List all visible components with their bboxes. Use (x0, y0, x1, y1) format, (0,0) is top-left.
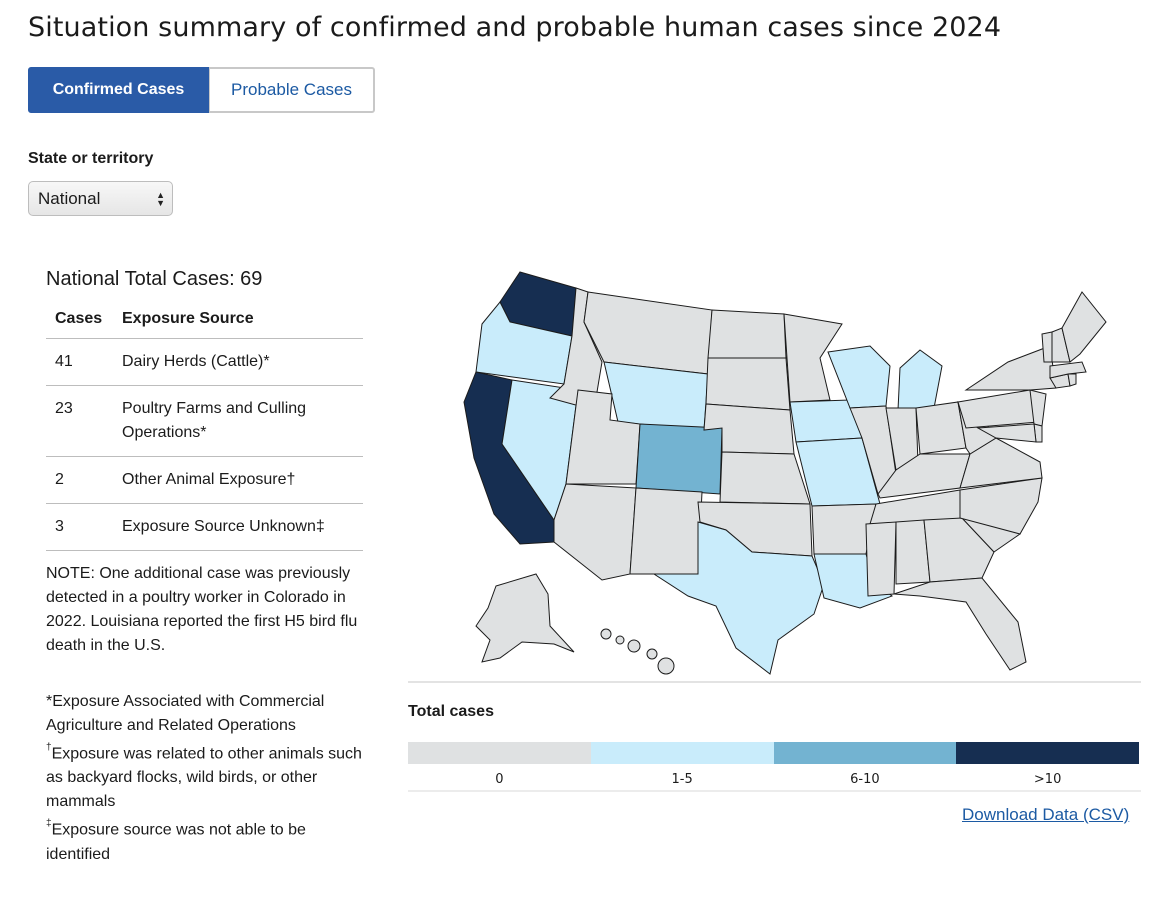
cell-source: Poultry Farms and Culling Operations* (113, 385, 363, 457)
state-az[interactable] (553, 483, 637, 581)
state-mt[interactable] (583, 291, 713, 375)
state-pa[interactable] (957, 389, 1039, 429)
download-csv-link[interactable]: Download Data (CSV) (962, 805, 1130, 824)
state-hi[interactable] (627, 639, 641, 653)
exposure-table: Cases Exposure Source 41 Dairy Herds (Ca… (46, 298, 363, 551)
state-nd[interactable] (707, 309, 787, 359)
footnote-dagger-text: Exposure was related to other animals su… (46, 745, 362, 811)
us-cases-map (463, 271, 1107, 675)
table-header-row: Cases Exposure Source (46, 298, 363, 339)
table-row: 3 Exposure Source Unknown‡ (46, 503, 363, 551)
legend-title: Total cases (408, 703, 494, 720)
state-mi[interactable] (897, 349, 943, 411)
legend-label: 1-5 (671, 772, 693, 787)
state-tx[interactable] (652, 521, 825, 675)
state-wi[interactable] (827, 345, 891, 409)
state-wy[interactable] (603, 361, 709, 431)
case-type-tabs: Confirmed Cases Probable Cases (28, 67, 375, 113)
state-ks[interactable] (719, 451, 811, 505)
table-row: 23 Poultry Farms and Culling Operations* (46, 385, 363, 457)
legend-divider (408, 681, 1141, 683)
state-sd[interactable] (705, 357, 791, 411)
state-hi[interactable] (646, 648, 658, 660)
footnote-star: *Exposure Associated with Commercial Agr… (46, 693, 325, 734)
state-co[interactable] (635, 423, 723, 495)
table-row: 2 Other Animal Exposure† (46, 456, 363, 504)
state-oh[interactable] (915, 401, 967, 455)
footnote-double-dagger-text: Exposure source was not able to be ident… (46, 821, 306, 863)
cell-cases: 41 (46, 338, 113, 386)
legend-swatch-0 (408, 742, 591, 764)
note-text: NOTE: One additional case was previously… (46, 565, 358, 654)
footnote-double-dagger: ‡Exposure source was not able to be iden… (46, 814, 371, 866)
legend-label: 6-10 (850, 772, 880, 787)
state-select-value: National (38, 188, 101, 208)
tab-probable-cases[interactable]: Probable Cases (209, 67, 375, 113)
state-mn[interactable] (783, 313, 843, 403)
cell-source: Other Animal Exposure† (113, 456, 363, 504)
state-ri[interactable] (1067, 373, 1077, 387)
cell-cases: 23 (46, 385, 113, 457)
state-md[interactable] (976, 423, 1037, 443)
state-nm[interactable] (629, 487, 703, 575)
select-arrows-icon: ▲ ▼ (156, 189, 165, 208)
state-layer (463, 271, 1107, 675)
cell-source: Dairy Herds (Cattle)* (113, 338, 363, 386)
state-fl[interactable] (893, 577, 1027, 671)
state-ms[interactable] (865, 521, 897, 597)
legend-bottom-rule (408, 790, 1141, 792)
state-hi[interactable] (600, 628, 612, 640)
state-hi[interactable] (615, 635, 625, 645)
cell-cases: 3 (46, 503, 113, 551)
legend-labels: 0 1-5 6-10 >10 (408, 772, 1139, 787)
state-vt[interactable] (1041, 331, 1053, 363)
state-select[interactable]: National ▲ ▼ (28, 181, 173, 216)
state-ma[interactable] (1049, 361, 1087, 379)
state-select-label: State or territory (28, 150, 154, 167)
legend-label: 0 (495, 772, 504, 787)
map-legend: 0 1-5 6-10 >10 (408, 742, 1139, 787)
cell-source: Exposure Source Unknown‡ (113, 503, 363, 551)
page-title: Situation summary of confirmed and proba… (28, 12, 1002, 43)
column-header-exposure-source: Exposure Source (113, 298, 363, 339)
column-header-cases: Cases (46, 298, 113, 339)
state-va[interactable] (959, 437, 1043, 489)
tab-confirmed-cases[interactable]: Confirmed Cases (28, 67, 209, 113)
double-dagger-mark: ‡ (46, 818, 52, 830)
state-me[interactable] (1061, 291, 1107, 363)
state-ak[interactable] (475, 573, 575, 663)
table-row: 41 Dairy Herds (Cattle)* (46, 338, 363, 386)
national-total-heading: National Total Cases: 69 (46, 268, 263, 290)
dagger-mark: † (46, 742, 52, 753)
state-ny[interactable] (964, 345, 1057, 391)
cell-cases: 2 (46, 456, 113, 504)
legend-swatch-1-5 (590, 742, 774, 764)
footnotes: *Exposure Associated with Commercial Agr… (46, 690, 371, 867)
footnote-dagger: †Exposure was related to other animals s… (46, 738, 371, 814)
legend-swatch-over-10 (956, 742, 1139, 764)
legend-bar (408, 742, 1139, 764)
state-hi[interactable] (657, 657, 675, 675)
legend-label: >10 (1033, 772, 1062, 787)
legend-swatch-6-10 (773, 742, 957, 764)
